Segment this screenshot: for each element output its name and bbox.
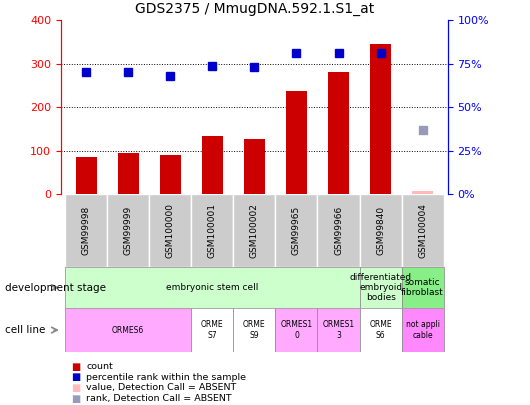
Text: GSM100002: GSM100002 [250,203,259,258]
Text: somatic
fibroblast: somatic fibroblast [401,278,444,297]
Text: not appli
cable: not appli cable [405,320,439,340]
Bar [76,158,96,194]
Bar [317,308,359,352]
Bar [244,139,265,194]
Text: GSM99840: GSM99840 [376,206,385,256]
Text: GSM100000: GSM100000 [166,203,175,258]
Bar [191,194,233,267]
Bar [286,91,307,194]
Bar [359,267,402,308]
Bar [233,308,276,352]
Text: GSM99965: GSM99965 [292,206,301,256]
Bar [328,72,349,194]
Bar [65,267,359,308]
Text: GSM100004: GSM100004 [418,203,427,258]
Text: differentiated
embryoid
bodies: differentiated embryoid bodies [349,273,412,303]
Text: GSM99999: GSM99999 [123,206,132,256]
Text: ORME
S7: ORME S7 [201,320,224,340]
Text: rank, Detection Call = ABSENT: rank, Detection Call = ABSENT [86,394,232,403]
Text: ORMES1
3: ORMES1 3 [322,320,355,340]
Bar [65,194,107,267]
Bar [359,194,402,267]
Bar [191,308,233,352]
Bar [370,44,391,194]
Bar [65,308,191,352]
Text: embryonic stem cell: embryonic stem cell [166,283,259,292]
Text: ■: ■ [72,362,81,371]
Text: GSM99998: GSM99998 [82,206,91,256]
Text: GSM99966: GSM99966 [334,206,343,256]
Bar [233,194,276,267]
Text: ■: ■ [72,394,81,404]
Bar [107,194,149,267]
Bar [160,155,181,194]
Bar [118,153,139,194]
Bar [402,308,444,352]
Text: cell line: cell line [5,325,46,335]
Bar [149,194,191,267]
Text: percentile rank within the sample: percentile rank within the sample [86,373,246,382]
Text: ORME
S9: ORME S9 [243,320,266,340]
Text: ■: ■ [72,373,81,382]
Text: ORMES1
0: ORMES1 0 [280,320,313,340]
Text: ORMES6: ORMES6 [112,326,144,335]
Bar [402,194,444,267]
Text: ■: ■ [72,383,81,393]
Bar [276,308,317,352]
Bar [202,136,223,194]
Text: value, Detection Call = ABSENT: value, Detection Call = ABSENT [86,384,236,392]
Bar [402,267,444,308]
Text: development stage: development stage [5,283,107,292]
Text: count: count [86,362,113,371]
Text: GSM100001: GSM100001 [208,203,217,258]
Text: ORME
S6: ORME S6 [369,320,392,340]
Bar [412,191,433,194]
Bar [317,194,359,267]
Bar [276,194,317,267]
Bar [359,308,402,352]
Title: GDS2375 / MmugDNA.592.1.S1_at: GDS2375 / MmugDNA.592.1.S1_at [135,2,374,17]
